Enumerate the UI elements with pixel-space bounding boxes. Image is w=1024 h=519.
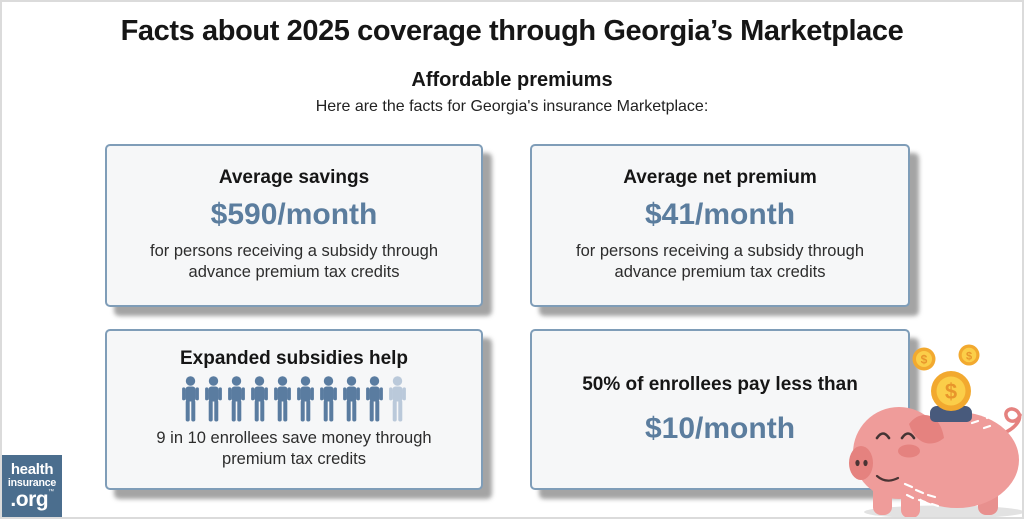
healthinsurance-org-logo: health insurance .org™ xyxy=(2,455,62,517)
card-description: 9 in 10 enrollees save money through pre… xyxy=(156,428,432,469)
card-description: for persons receiving a subsidy through … xyxy=(150,241,438,282)
svg-text:$: $ xyxy=(966,351,972,363)
trademark-symbol: ™ xyxy=(48,489,54,496)
svg-text:$: $ xyxy=(921,353,928,367)
card-average-net-premium: Average net premium $41/month for person… xyxy=(530,144,910,307)
card-title: Average savings xyxy=(218,166,370,188)
card-pay-less-than: 50% of enrollees pay less than $10/month xyxy=(530,329,910,490)
piggy-bank-illustration: $ $ $ xyxy=(849,344,1022,517)
person-icon xyxy=(251,375,268,422)
card-value: $10/month xyxy=(644,412,796,446)
person-icon xyxy=(182,375,199,422)
pig-nostril xyxy=(855,459,860,467)
pig-smile xyxy=(875,474,900,482)
pig-cheek xyxy=(898,444,920,458)
person-icon xyxy=(297,375,314,422)
page-tagline: Here are the facts for Georgia's insuran… xyxy=(315,98,709,115)
logo-line-org: .org™ xyxy=(10,488,54,512)
page-subtitle: Affordable premiums xyxy=(411,69,613,91)
enrollees-pictograph xyxy=(180,375,408,422)
pig-eye xyxy=(900,432,916,440)
person-icon xyxy=(274,375,291,422)
card-average-savings: Average savings $590/month for persons r… xyxy=(105,144,483,307)
person-icon xyxy=(366,375,383,422)
card-expanded-subsidies: Expanded subsidies help 9 in 10 enrollee… xyxy=(105,329,483,490)
person-icon xyxy=(228,375,245,422)
person-icon xyxy=(320,375,337,422)
pig-snout xyxy=(849,446,873,480)
pig-ear xyxy=(909,414,944,444)
coin-icon: $ xyxy=(931,371,971,411)
card-title: Expanded subsidies help xyxy=(179,347,409,369)
coin-slot-front xyxy=(930,412,972,422)
person-icon xyxy=(205,375,222,422)
person-icon xyxy=(343,375,360,422)
card-title: Average net premium xyxy=(623,166,817,188)
logo-line-health: health xyxy=(10,460,54,478)
card-description: for persons receiving a subsidy through … xyxy=(576,241,864,282)
pig-nostril xyxy=(863,459,868,467)
coin-icon: $ xyxy=(912,347,936,371)
card-title: 50% of enrollees pay less than xyxy=(582,373,858,395)
svg-text:$: $ xyxy=(945,379,957,404)
coin-icon: $ xyxy=(958,344,980,366)
pig-tail xyxy=(1000,407,1022,436)
pig-eye xyxy=(875,432,891,440)
logo-line-insurance: insurance xyxy=(7,476,57,489)
card-value: $41/month xyxy=(644,197,796,231)
card-value: $590/month xyxy=(210,197,378,231)
person-icon xyxy=(389,375,406,422)
page-title: Facts about 2025 coverage through Georgi… xyxy=(120,15,904,47)
